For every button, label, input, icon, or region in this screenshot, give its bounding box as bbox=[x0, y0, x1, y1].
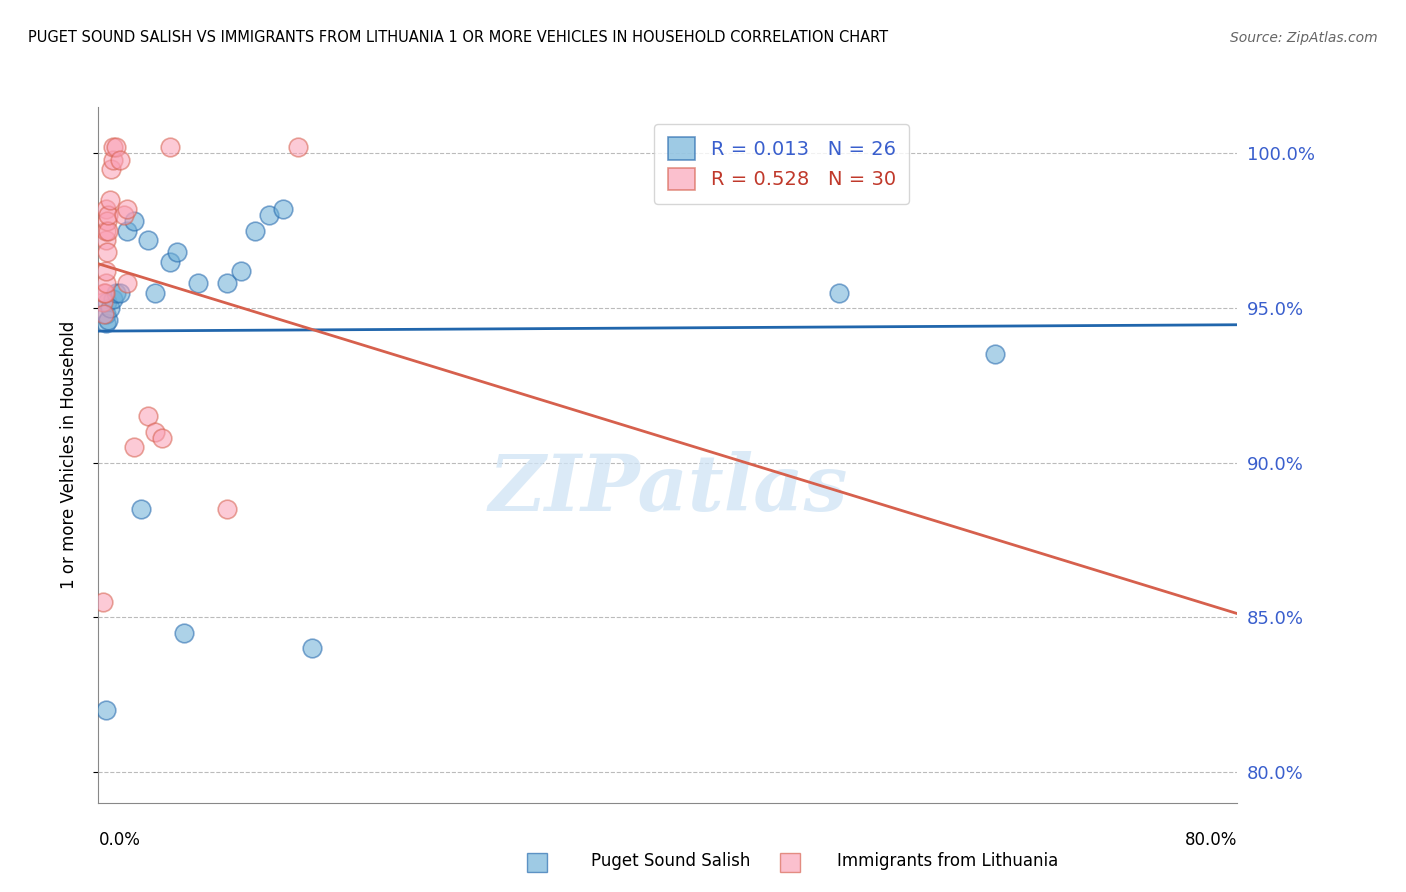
Point bbox=[173, 625, 195, 640]
Point bbox=[259, 208, 281, 222]
Point bbox=[94, 233, 117, 247]
Y-axis label: 1 or more Vehicles in Household: 1 or more Vehicles in Household bbox=[59, 321, 77, 589]
Point bbox=[94, 264, 117, 278]
Point bbox=[984, 347, 1007, 361]
Point bbox=[152, 431, 174, 445]
Text: PUGET SOUND SALISH VS IMMIGRANTS FROM LITHUANIA 1 OR MORE VEHICLES IN HOUSEHOLD : PUGET SOUND SALISH VS IMMIGRANTS FROM LI… bbox=[28, 29, 889, 45]
Point bbox=[108, 285, 131, 300]
Point bbox=[97, 313, 120, 327]
Point bbox=[287, 140, 309, 154]
Text: ZIPatlas: ZIPatlas bbox=[488, 451, 848, 528]
Point bbox=[273, 202, 295, 216]
Point bbox=[243, 224, 266, 238]
Legend: R = 0.013   N = 26, R = 0.528   N = 30: R = 0.013 N = 26, R = 0.528 N = 30 bbox=[654, 124, 910, 203]
Point bbox=[93, 307, 115, 321]
Point bbox=[93, 285, 115, 300]
Text: 80.0%: 80.0% bbox=[1185, 830, 1237, 848]
Point bbox=[96, 294, 118, 309]
Point bbox=[97, 208, 120, 222]
Point bbox=[98, 193, 121, 207]
Point bbox=[122, 440, 145, 454]
Point bbox=[101, 140, 124, 154]
Point bbox=[122, 214, 145, 228]
Text: Source: ZipAtlas.com: Source: ZipAtlas.com bbox=[1230, 30, 1378, 45]
Point bbox=[129, 502, 152, 516]
Point bbox=[108, 153, 131, 167]
Point bbox=[93, 294, 115, 309]
Point bbox=[145, 425, 167, 439]
Text: 0.0%: 0.0% bbox=[98, 830, 141, 848]
Point bbox=[94, 277, 117, 291]
Point bbox=[136, 233, 159, 247]
Point bbox=[159, 140, 181, 154]
Point bbox=[136, 409, 159, 424]
Text: Puget Sound Salish: Puget Sound Salish bbox=[591, 852, 749, 870]
Point bbox=[101, 153, 124, 167]
Point bbox=[94, 703, 117, 717]
Point bbox=[94, 285, 117, 300]
Point bbox=[187, 277, 209, 291]
Point bbox=[166, 245, 188, 260]
Point bbox=[229, 264, 252, 278]
Point bbox=[100, 161, 122, 176]
Point bbox=[97, 224, 120, 238]
Text: Immigrants from Lithuania: Immigrants from Lithuania bbox=[837, 852, 1057, 870]
Point bbox=[94, 307, 117, 321]
Point bbox=[98, 301, 121, 315]
Point bbox=[301, 641, 323, 656]
Point bbox=[96, 245, 118, 260]
Point bbox=[101, 292, 124, 306]
Point bbox=[91, 595, 114, 609]
Point bbox=[115, 202, 138, 216]
Point bbox=[215, 277, 238, 291]
Point bbox=[215, 502, 238, 516]
Point bbox=[145, 285, 167, 300]
Point bbox=[104, 285, 127, 300]
Point bbox=[828, 285, 851, 300]
Point bbox=[112, 208, 135, 222]
Point bbox=[104, 140, 127, 154]
Point bbox=[115, 224, 138, 238]
Point bbox=[94, 202, 117, 216]
Point bbox=[94, 317, 117, 331]
Point bbox=[96, 214, 118, 228]
Point bbox=[115, 277, 138, 291]
Point bbox=[94, 224, 117, 238]
Point bbox=[159, 254, 181, 268]
